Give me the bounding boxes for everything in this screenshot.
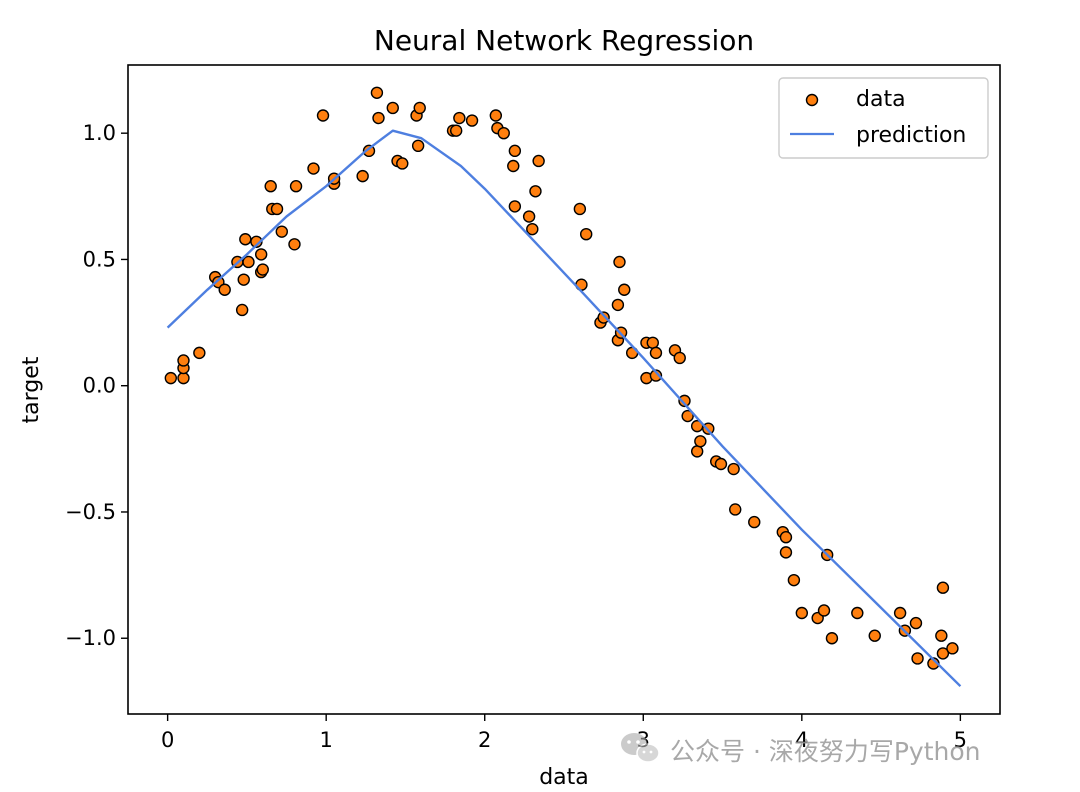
- data-point: [893, 606, 907, 620]
- data-point: [177, 354, 190, 367]
- data-point: [946, 642, 959, 655]
- data-point: [256, 263, 269, 276]
- wechat-icon: [621, 733, 660, 763]
- data-point: [497, 126, 510, 140]
- data-point: [411, 139, 425, 153]
- data-point: [787, 573, 801, 587]
- data-point: [936, 647, 950, 660]
- x-tick-label: 4: [795, 728, 808, 752]
- data-point: [779, 546, 793, 559]
- data-point: [795, 606, 809, 620]
- data-point: [613, 255, 626, 269]
- data-point: [242, 255, 255, 269]
- data-point: [288, 238, 301, 251]
- data-point: [370, 86, 384, 99]
- data-point: [909, 616, 923, 630]
- legend: data prediction: [778, 77, 989, 159]
- data-point: [465, 114, 479, 127]
- data-point: [508, 200, 522, 213]
- data-point: [372, 111, 385, 125]
- data-point: [597, 311, 610, 324]
- data-point: [522, 210, 536, 223]
- data-point: [729, 503, 742, 516]
- legend-box: [778, 77, 989, 159]
- data-point: [529, 185, 542, 198]
- axis-ticks: 012345−1.0−0.50.00.51.0: [65, 121, 967, 752]
- data-point: [911, 652, 924, 665]
- data-point: [851, 606, 864, 620]
- y-tick-label: 0.5: [83, 247, 116, 271]
- data-point: [936, 581, 950, 594]
- data-point: [316, 109, 330, 122]
- data-point: [817, 604, 831, 617]
- data-point: [489, 109, 503, 122]
- watermark: 公众号 · 深夜努力写Python: [621, 733, 981, 766]
- data-point: [235, 303, 249, 317]
- data-point: [532, 154, 545, 168]
- data-point: [218, 283, 231, 296]
- data-point: [573, 202, 587, 216]
- y-tick-label: 0.0: [83, 374, 116, 398]
- legend-data-label: data: [856, 87, 906, 112]
- data-point: [673, 351, 686, 365]
- y-tick-label: 1.0: [83, 121, 116, 145]
- data-point: [526, 222, 539, 236]
- data-point: [264, 180, 277, 193]
- data-point: [237, 273, 250, 286]
- data-point: [649, 369, 663, 382]
- data-point: [727, 462, 740, 476]
- data-point: [413, 101, 426, 115]
- data-point: [270, 202, 284, 216]
- data-point: [177, 371, 190, 385]
- y-tick-label: −0.5: [65, 500, 116, 524]
- plot-area: [164, 86, 962, 688]
- data-point: [386, 101, 399, 115]
- data-point: [690, 445, 704, 458]
- data-point: [275, 225, 288, 238]
- legend-prediction-label: prediction: [856, 123, 966, 148]
- data-point: [678, 394, 691, 408]
- legend-data-marker: [805, 93, 819, 107]
- data-point: [453, 111, 466, 125]
- data-point: [681, 409, 694, 423]
- x-tick-label: 1: [319, 728, 332, 752]
- data-point: [825, 632, 839, 645]
- data-point: [508, 144, 522, 158]
- x-tick-label: 5: [954, 728, 967, 752]
- data-point: [868, 629, 881, 642]
- data-point: [618, 283, 631, 296]
- data-point: [250, 235, 263, 248]
- x-axis-label: data: [539, 765, 589, 790]
- data-point: [649, 346, 663, 360]
- data-point: [779, 531, 793, 544]
- data-point: [289, 180, 303, 193]
- data-point: [714, 457, 728, 471]
- data-point: [356, 169, 369, 183]
- data-point: [935, 629, 948, 642]
- watermark-text: 公众号 · 深夜努力写Python: [670, 737, 981, 766]
- data-point: [396, 157, 409, 170]
- data-point: [507, 159, 520, 173]
- prediction-line: [166, 129, 962, 688]
- data-point: [611, 298, 625, 312]
- y-axis-label: target: [19, 356, 44, 423]
- data-point: [362, 144, 376, 158]
- x-tick-label: 0: [161, 728, 174, 752]
- data-point: [694, 435, 707, 448]
- y-tick-label: −1.0: [65, 626, 116, 650]
- data-point: [239, 233, 252, 246]
- x-tick-label: 2: [478, 728, 491, 752]
- data-point: [579, 227, 593, 241]
- data-point: [449, 124, 463, 137]
- data-point: [193, 346, 206, 360]
- chart-title: Neural Network Regression: [374, 24, 754, 57]
- data-point: [254, 248, 268, 261]
- data-point: [164, 371, 178, 385]
- data-point: [748, 515, 761, 529]
- data-point: [307, 162, 320, 175]
- data-point: [646, 336, 659, 349]
- plot-frame: [127, 64, 1001, 715]
